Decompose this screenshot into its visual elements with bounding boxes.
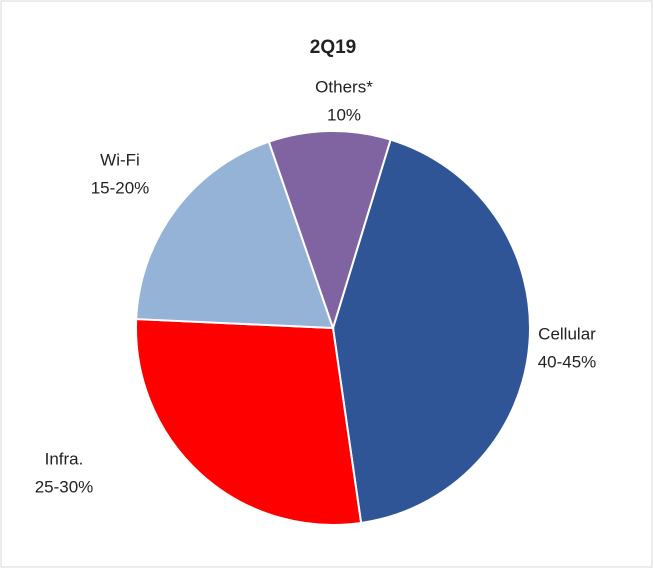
slice-label: Wi-Fi — [100, 150, 140, 169]
slice-label: Cellular — [538, 324, 596, 343]
slice-label: Others* — [315, 77, 373, 96]
pie-slice — [267, 130, 392, 332]
slice-value-label: 15-20% — [91, 178, 150, 197]
pie-slice — [331, 138, 531, 525]
slice-value-label: 40-45% — [538, 352, 597, 371]
slice-value-label: 10% — [327, 105, 361, 124]
pie-slice — [135, 140, 335, 330]
pie-slice — [135, 318, 363, 526]
chart-title: 2Q19 — [310, 37, 356, 58]
slice-value-label: 25-30% — [35, 477, 94, 496]
slice-label: Infra. — [45, 449, 84, 468]
